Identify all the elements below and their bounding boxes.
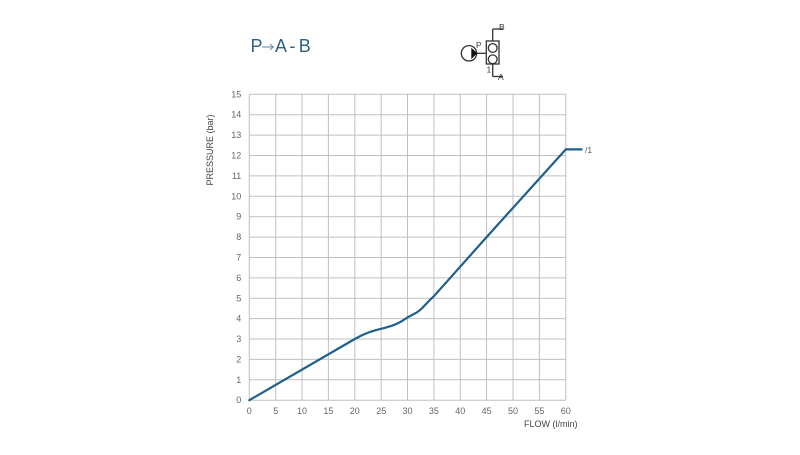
svg-text:9: 9	[236, 212, 241, 222]
svg-text:8: 8	[236, 232, 241, 242]
svg-text:35: 35	[429, 406, 439, 416]
svg-text:0: 0	[236, 395, 241, 405]
svg-text:P: P	[476, 40, 482, 50]
svg-text:15: 15	[323, 406, 333, 416]
svg-text:1: 1	[487, 65, 492, 75]
svg-text:14: 14	[231, 110, 241, 120]
svg-text:6: 6	[236, 273, 241, 283]
svg-text:1: 1	[236, 375, 241, 385]
svg-text:A: A	[498, 72, 504, 82]
svg-text:12: 12	[231, 151, 241, 161]
svg-text:60: 60	[561, 406, 571, 416]
svg-text:7: 7	[236, 253, 241, 263]
svg-text:10: 10	[231, 191, 241, 201]
svg-text:5: 5	[236, 293, 241, 303]
svg-text:FLOW (l/min): FLOW (l/min)	[524, 419, 578, 429]
svg-text:A - B: A - B	[275, 36, 311, 56]
svg-text:55: 55	[534, 406, 544, 416]
svg-text:4: 4	[236, 314, 241, 324]
svg-text:2: 2	[236, 354, 241, 364]
svg-text:25: 25	[376, 406, 386, 416]
svg-text:20: 20	[350, 406, 360, 416]
svg-text:B: B	[499, 22, 505, 32]
svg-text:0: 0	[247, 406, 252, 416]
svg-text:3: 3	[236, 334, 241, 344]
svg-text:30: 30	[402, 406, 412, 416]
svg-text:50: 50	[508, 406, 518, 416]
svg-text:PRESSURE (bar): PRESSURE (bar)	[205, 114, 215, 185]
svg-text:5: 5	[273, 406, 278, 416]
svg-text:13: 13	[231, 130, 241, 140]
svg-text:15: 15	[231, 89, 241, 99]
svg-text:11: 11	[232, 171, 241, 181]
svg-text:40: 40	[455, 406, 465, 416]
svg-text:45: 45	[482, 406, 492, 416]
svg-text:P: P	[251, 36, 263, 56]
svg-text:/1: /1	[585, 145, 592, 155]
svg-text:10: 10	[297, 406, 307, 416]
